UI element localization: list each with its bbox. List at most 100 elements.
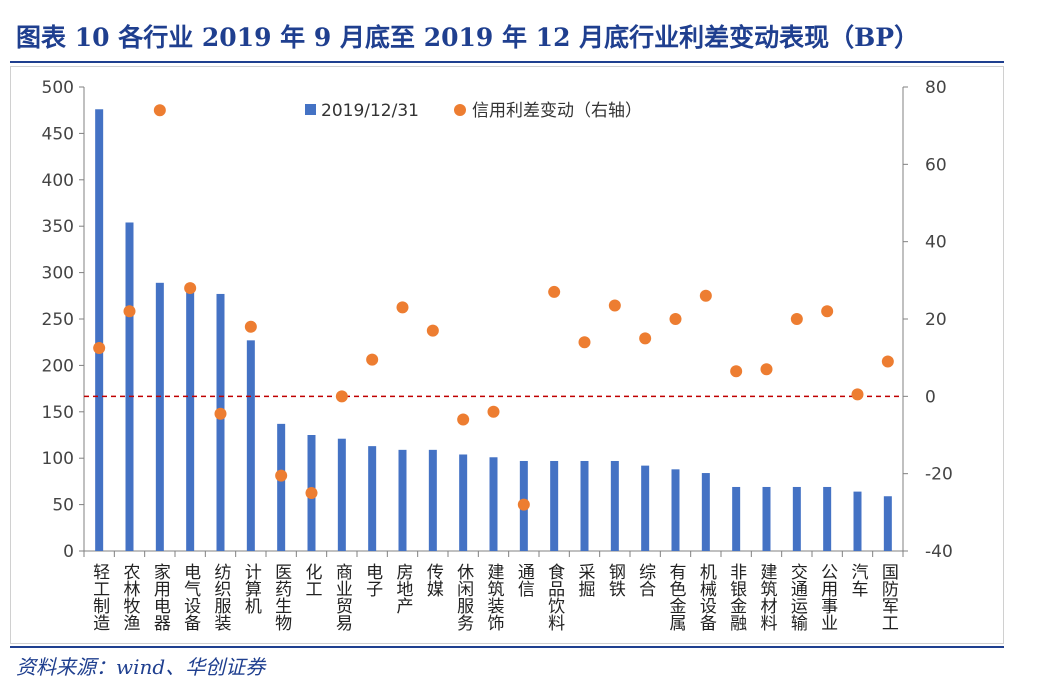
category-label: 房地产 xyxy=(393,563,414,614)
right-axis-tick-label: 0 xyxy=(925,387,936,407)
scatter-series xyxy=(93,104,894,511)
title-rule xyxy=(10,61,1004,63)
scatter-point xyxy=(881,355,894,368)
scatter-point xyxy=(457,413,470,426)
category-label: 纺织服装 xyxy=(211,563,232,631)
left-axis-tick-label: 250 xyxy=(42,310,74,330)
right-axis-tick-label: 60 xyxy=(925,155,947,175)
category-label: 汽车 xyxy=(848,563,869,597)
scatter-point xyxy=(153,104,166,117)
left-axis-tick-label: 450 xyxy=(42,124,74,144)
bar xyxy=(792,486,801,551)
category-label: 医药生物 xyxy=(271,563,292,631)
category-label: 农林牧渔 xyxy=(120,563,141,631)
bar xyxy=(459,454,468,551)
bar xyxy=(883,496,892,551)
category-label: 计算机 xyxy=(241,563,261,614)
category-label: 化工 xyxy=(302,563,323,597)
bar xyxy=(216,293,225,551)
scatter-point xyxy=(335,390,348,403)
left-axis-tick-label: 300 xyxy=(42,264,74,284)
legend-dot-swatch xyxy=(454,104,466,116)
bar xyxy=(823,486,832,551)
scatter-point xyxy=(184,282,197,295)
category-label: 食品饮料 xyxy=(544,563,565,631)
scatter-point xyxy=(790,313,803,325)
category-label: 机械设备 xyxy=(696,563,717,631)
category-label: 建筑装饰 xyxy=(484,563,505,631)
scatter-point xyxy=(366,353,379,366)
scatter-point xyxy=(760,363,773,376)
scatter-point xyxy=(396,301,409,314)
right-axis-tick-label: -20 xyxy=(925,465,953,485)
left-axis-tick-label: 0 xyxy=(63,542,74,562)
bar-series xyxy=(95,109,892,551)
category-label: 公用事业 xyxy=(817,563,838,631)
legend-bar-label: 2019/12/31 xyxy=(321,101,419,121)
source-rule xyxy=(10,646,1004,648)
scatter-point xyxy=(851,388,864,401)
left-axis-tick-label: 500 xyxy=(42,78,74,98)
left-axis-tick-label: 150 xyxy=(42,403,74,423)
left-axis-tick-label: 400 xyxy=(42,171,74,191)
category-label: 休闲服务 xyxy=(453,563,474,631)
scatter-point xyxy=(305,487,318,499)
bar xyxy=(277,423,286,551)
chart-frame xyxy=(10,66,1004,644)
bar xyxy=(489,457,498,551)
bar xyxy=(641,465,650,551)
scatter-point xyxy=(548,285,561,298)
category-label: 非银金融 xyxy=(726,563,747,632)
legend: 2019/12/31 信用利差变动（右轴） xyxy=(305,101,642,121)
right-axis: -40 -20 0 20 40 60 80 xyxy=(902,78,953,562)
scatter-point xyxy=(578,336,591,349)
category-labels: 轻工制造 农林牧渔 家用电器 电气设备 纺织服装 计算机 医药生物 化工 商业贸易 电子 房地产 传媒… xyxy=(89,563,898,632)
scatter-point xyxy=(821,305,834,318)
category-label: 建筑材料 xyxy=(757,563,778,631)
category-label: 商业贸易 xyxy=(332,563,353,632)
left-axis-tick-label: 50 xyxy=(52,496,74,516)
bar xyxy=(732,486,741,551)
bar xyxy=(610,460,619,551)
bar xyxy=(580,460,589,551)
scatter-point xyxy=(517,498,530,511)
legend-bar-swatch xyxy=(305,104,316,115)
legend-dot-label: 信用利差变动（右轴） xyxy=(472,101,642,121)
category-label: 家用电器 xyxy=(150,563,171,631)
source-note: 资料来源：wind、华创证券 xyxy=(16,655,266,679)
category-label: 有色金属 xyxy=(666,563,687,631)
category-label: 电气设备 xyxy=(180,563,201,631)
scatter-point xyxy=(123,305,136,318)
scatter-point xyxy=(699,289,712,302)
figure-title: 图表 10 各行业 2019 年 9 月底至 2019 年 12 月底行业利差变… xyxy=(16,23,920,52)
scatter-point xyxy=(730,365,743,378)
category-label: 轻工制造 xyxy=(89,563,110,631)
bar xyxy=(125,222,134,551)
right-axis-tick-label: 20 xyxy=(925,310,947,330)
bar xyxy=(337,438,346,551)
left-axis-tick-label: 100 xyxy=(42,449,74,469)
bar xyxy=(762,486,771,551)
category-label: 国防军工 xyxy=(878,563,899,631)
right-axis-tick-label: 80 xyxy=(925,78,947,98)
right-axis-tick-label: 40 xyxy=(925,233,947,253)
scatter-point xyxy=(426,324,439,337)
bar xyxy=(853,491,862,551)
scatter-point xyxy=(93,342,106,354)
category-label: 传媒 xyxy=(423,563,444,597)
left-axis-tick-label: 350 xyxy=(42,217,74,237)
scatter-point xyxy=(669,313,682,325)
scatter-point xyxy=(275,469,288,482)
category-label: 采掘 xyxy=(575,563,596,598)
bar xyxy=(95,109,104,551)
scatter-point xyxy=(608,299,621,312)
bar xyxy=(671,469,680,551)
chart-svg: 0 50 100 150 200 250 300 350 400 450 500 -40 -20 0 20… xyxy=(10,66,1004,644)
scatter-point xyxy=(639,332,652,345)
bar xyxy=(246,340,255,551)
right-axis-tick-label: -40 xyxy=(925,542,953,562)
category-label: 通信 xyxy=(514,563,535,597)
scatter-point xyxy=(214,407,227,420)
bar xyxy=(186,286,195,551)
category-label: 综合 xyxy=(635,563,656,597)
